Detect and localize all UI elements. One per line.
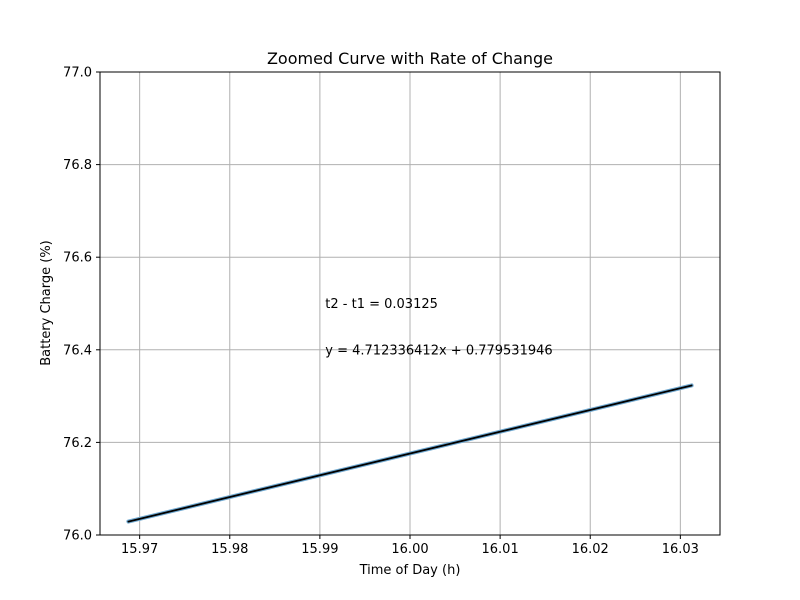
series-layer [126,383,694,524]
equation-annotation: y = 4.712336412x + 0.779531946 [325,343,552,358]
x-tick-label: 16.01 [482,542,519,557]
x-tick-label: 15.98 [211,542,248,557]
chart-title: Zoomed Curve with Rate of Change [267,49,553,68]
x-tick-label: 15.97 [121,542,158,557]
y-tick-label: 76.6 [63,251,92,266]
x-axis-label: Time of Day (h) [359,563,461,578]
x-tick-label: 15.99 [301,542,338,557]
y-axis-ticks: 76.0 76.2 76.4 76.6 76.8 77.0 [63,66,100,544]
y-tick-label: 77.0 [63,66,92,81]
y-tick-label: 76.8 [63,158,92,173]
x-tick-label: 16.00 [391,542,428,557]
annotations: t2 - t1 = 0.03125 y = 4.712336412x + 0.77… [325,297,552,358]
x-tick-label: 16.03 [662,542,699,557]
x-tick-label: 16.02 [572,542,609,557]
y-axis-label: Battery Charge (%) [39,240,54,366]
y-tick-label: 76.2 [63,436,92,451]
interval-annotation: t2 - t1 = 0.03125 [325,297,438,312]
tangent-line [127,384,693,523]
y-tick-label: 76.4 [63,343,92,358]
y-tick-label: 76.0 [63,529,92,544]
x-axis-ticks: 15.97 15.98 15.99 16.00 16.01 16.02 16.03 [121,535,699,557]
